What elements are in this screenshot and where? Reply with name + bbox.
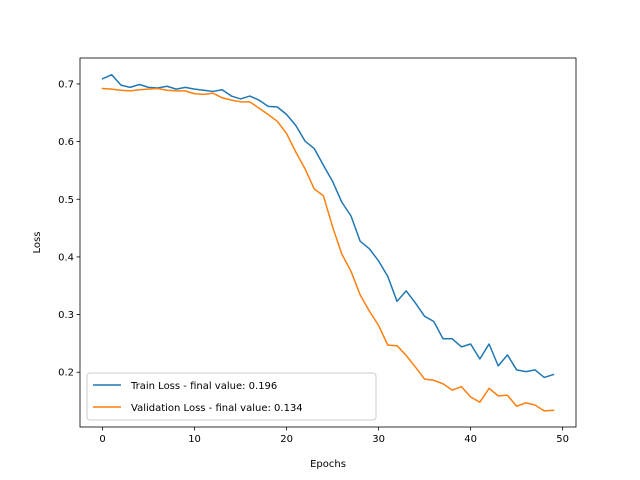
x-axis-label: Epochs — [310, 459, 346, 470]
plot-layer — [101, 73, 555, 412]
legend-label-validation: Validation Loss - final value: 0.134 — [131, 403, 303, 414]
x-tick-label: 30 — [372, 434, 385, 445]
x-tick-label: 40 — [464, 434, 477, 445]
y-tick-label: 0.4 — [58, 252, 74, 263]
y-tick-label: 0.3 — [58, 310, 74, 321]
legend: Train Loss - final value: 0.196 Validati… — [86, 372, 377, 421]
y-axis-label: Loss — [32, 232, 43, 254]
x-tick-label: 0 — [99, 434, 105, 445]
series-line-0 — [101, 73, 555, 379]
x-tick-label: 10 — [188, 434, 201, 445]
y-tick-label: 0.2 — [58, 368, 74, 379]
y-tick-label: 0.7 — [58, 79, 74, 90]
y-tick-label: 0.6 — [58, 137, 74, 148]
series-line-1 — [101, 87, 555, 412]
plot-frame — [79, 57, 577, 428]
ticks-layer: 0 10 20 30 40 50 0.2 0.3 0.4 0.5 0.6 0.7 — [58, 79, 569, 445]
y-tick-label: 0.5 — [58, 195, 74, 206]
x-tick-label: 50 — [556, 434, 569, 445]
legend-label-train: Train Loss - final value: 0.196 — [130, 381, 277, 392]
legend-box — [86, 372, 377, 421]
x-tick-label: 20 — [280, 434, 293, 445]
